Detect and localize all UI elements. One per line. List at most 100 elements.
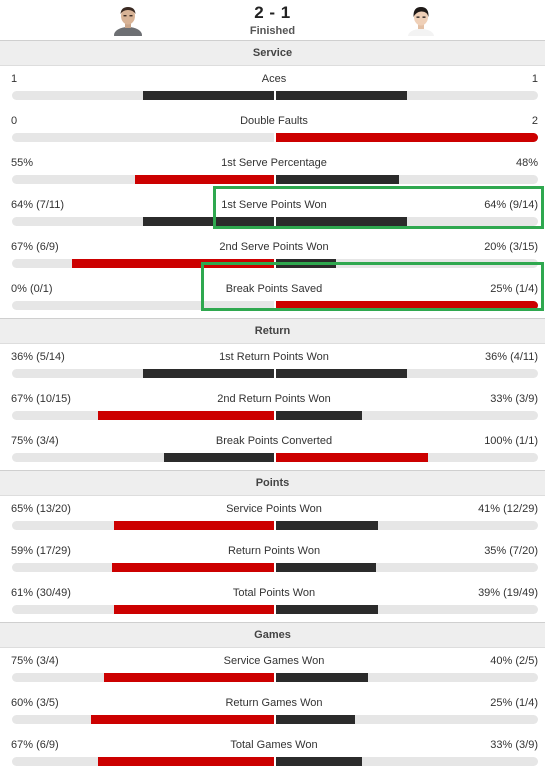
away-value: 2	[531, 115, 538, 127]
away-bar-track	[276, 673, 538, 682]
section-header-points: Points	[0, 470, 545, 496]
stat-label: Total Games Won	[230, 739, 318, 751]
away-bar-fill	[276, 715, 355, 724]
away-bar-fill	[276, 91, 407, 100]
stat-label: 1st Return Points Won	[219, 351, 329, 363]
home-player-avatar-icon[interactable]	[112, 4, 144, 36]
stat-label: 2nd Serve Points Won	[219, 241, 329, 253]
home-value: 67% (10/15)	[11, 393, 71, 405]
away-bar-fill	[276, 175, 399, 184]
stat-label: 1st Serve Points Won	[221, 199, 327, 211]
home-bar-track	[12, 411, 274, 420]
home-bar-track	[12, 757, 274, 766]
away-value: 39% (19/49)	[478, 587, 538, 599]
away-value: 33% (3/9)	[490, 393, 538, 405]
stat-label: Break Points Saved	[225, 283, 323, 295]
away-bar-track	[276, 521, 538, 530]
home-bar-track	[12, 563, 274, 572]
stat-row: 67% (6/9) Total Games Won 33% (3/9)	[0, 732, 545, 774]
away-bar-fill	[276, 673, 368, 682]
highlight-box	[201, 262, 544, 311]
away-value: 33% (3/9)	[490, 739, 538, 751]
stat-row: 60% (3/5) Return Games Won 25% (1/4)	[0, 690, 545, 732]
stat-label: Total Points Won	[232, 587, 316, 599]
home-value: 65% (13/20)	[11, 503, 71, 515]
home-bar-track	[12, 521, 274, 530]
away-value: 48%	[515, 157, 538, 169]
home-value: 64% (7/11)	[11, 199, 64, 211]
away-bar-track	[276, 175, 538, 184]
stat-label: Return Points Won	[227, 545, 321, 557]
away-bar-fill	[276, 453, 428, 462]
home-bar-track	[12, 301, 274, 310]
home-value: 55%	[11, 157, 34, 169]
home-bar-fill	[143, 217, 274, 226]
away-player-avatar-icon[interactable]	[405, 4, 437, 36]
stat-row: 59% (17/29) Return Points Won 35% (7/20)	[0, 538, 545, 580]
stat-label: Break Points Converted	[215, 435, 333, 447]
stat-row: 65% (13/20) Service Points Won 41% (12/29)	[0, 496, 545, 538]
away-bar-track	[276, 91, 538, 100]
away-value: 41% (12/29)	[478, 503, 538, 515]
home-bar-fill	[112, 563, 274, 572]
home-bar-track	[12, 369, 274, 378]
stat-row: 75% (3/4) Break Points Converted 100% (1/1…	[0, 428, 545, 470]
home-bar-track	[12, 715, 274, 724]
away-bar-fill	[276, 217, 407, 226]
stat-row: 1 Aces 1	[0, 66, 545, 108]
match-status: Finished	[249, 25, 296, 37]
section-header-return: Return	[0, 318, 545, 344]
home-value: 61% (30/49)	[11, 587, 71, 599]
stat-label: 1st Serve Percentage	[221, 157, 327, 169]
stat-label: Return Games Won	[225, 697, 323, 709]
away-value: 35% (7/20)	[484, 545, 538, 557]
home-value: 59% (17/29)	[11, 545, 71, 557]
away-value: 36% (4/11)	[485, 351, 538, 363]
away-value: 100% (1/1)	[484, 435, 538, 447]
home-value: 75% (3/4)	[11, 435, 59, 447]
away-bar-track	[276, 605, 538, 614]
home-bar-track	[12, 453, 274, 462]
home-bar-fill	[98, 411, 274, 420]
away-bar-track	[276, 369, 538, 378]
home-bar-fill	[114, 521, 274, 530]
home-bar-fill	[164, 453, 274, 462]
stat-row: 67% (10/15) 2nd Return Points Won 33% (3/9…	[0, 386, 545, 428]
away-bar-fill	[276, 133, 538, 142]
stat-row: 61% (30/49) Total Points Won 39% (19/49)	[0, 580, 545, 622]
away-bar-fill	[276, 411, 362, 420]
stat-label: Service Games Won	[223, 655, 325, 667]
away-bar-track	[276, 301, 538, 310]
stat-row: 64% (7/11) 1st Serve Points Won 64% (9/14)	[0, 192, 545, 234]
home-bar-track	[12, 259, 274, 268]
away-bar-track	[276, 453, 538, 462]
stat-label: Service Points Won	[226, 503, 322, 515]
away-bar-fill	[276, 757, 362, 766]
away-value: 64% (9/14)	[484, 199, 538, 211]
home-value: 60% (3/5)	[11, 697, 59, 709]
home-bar-fill	[91, 715, 274, 724]
away-bar-fill	[276, 605, 378, 614]
highlight-box	[213, 186, 544, 229]
stat-row: 55% 1st Serve Percentage 48%	[0, 150, 545, 192]
home-bar-track	[12, 217, 274, 226]
away-bar-track	[276, 757, 538, 766]
away-bar-track	[276, 217, 538, 226]
home-bar-fill	[72, 259, 274, 268]
stat-row: 0% (0/1) Break Points Saved 25% (1/4)	[0, 276, 545, 318]
match-header: 2 - 1 Finished	[0, 0, 545, 42]
away-value: 20% (3/15)	[484, 241, 538, 253]
away-bar-track	[276, 133, 538, 142]
home-bar-fill	[135, 175, 274, 184]
home-value: 75% (3/4)	[11, 655, 59, 667]
home-bar-track	[12, 605, 274, 614]
stat-label: Aces	[261, 73, 287, 85]
away-bar-fill	[276, 369, 407, 378]
stat-row: 36% (5/14) 1st Return Points Won 36% (4/11…	[0, 344, 545, 386]
away-bar-fill	[276, 521, 378, 530]
stat-label: Double Faults	[240, 115, 308, 127]
home-bar-track	[12, 133, 274, 142]
section-header-games: Games	[0, 622, 545, 648]
home-bar-track	[12, 673, 274, 682]
section-header-service: Service	[0, 40, 545, 66]
